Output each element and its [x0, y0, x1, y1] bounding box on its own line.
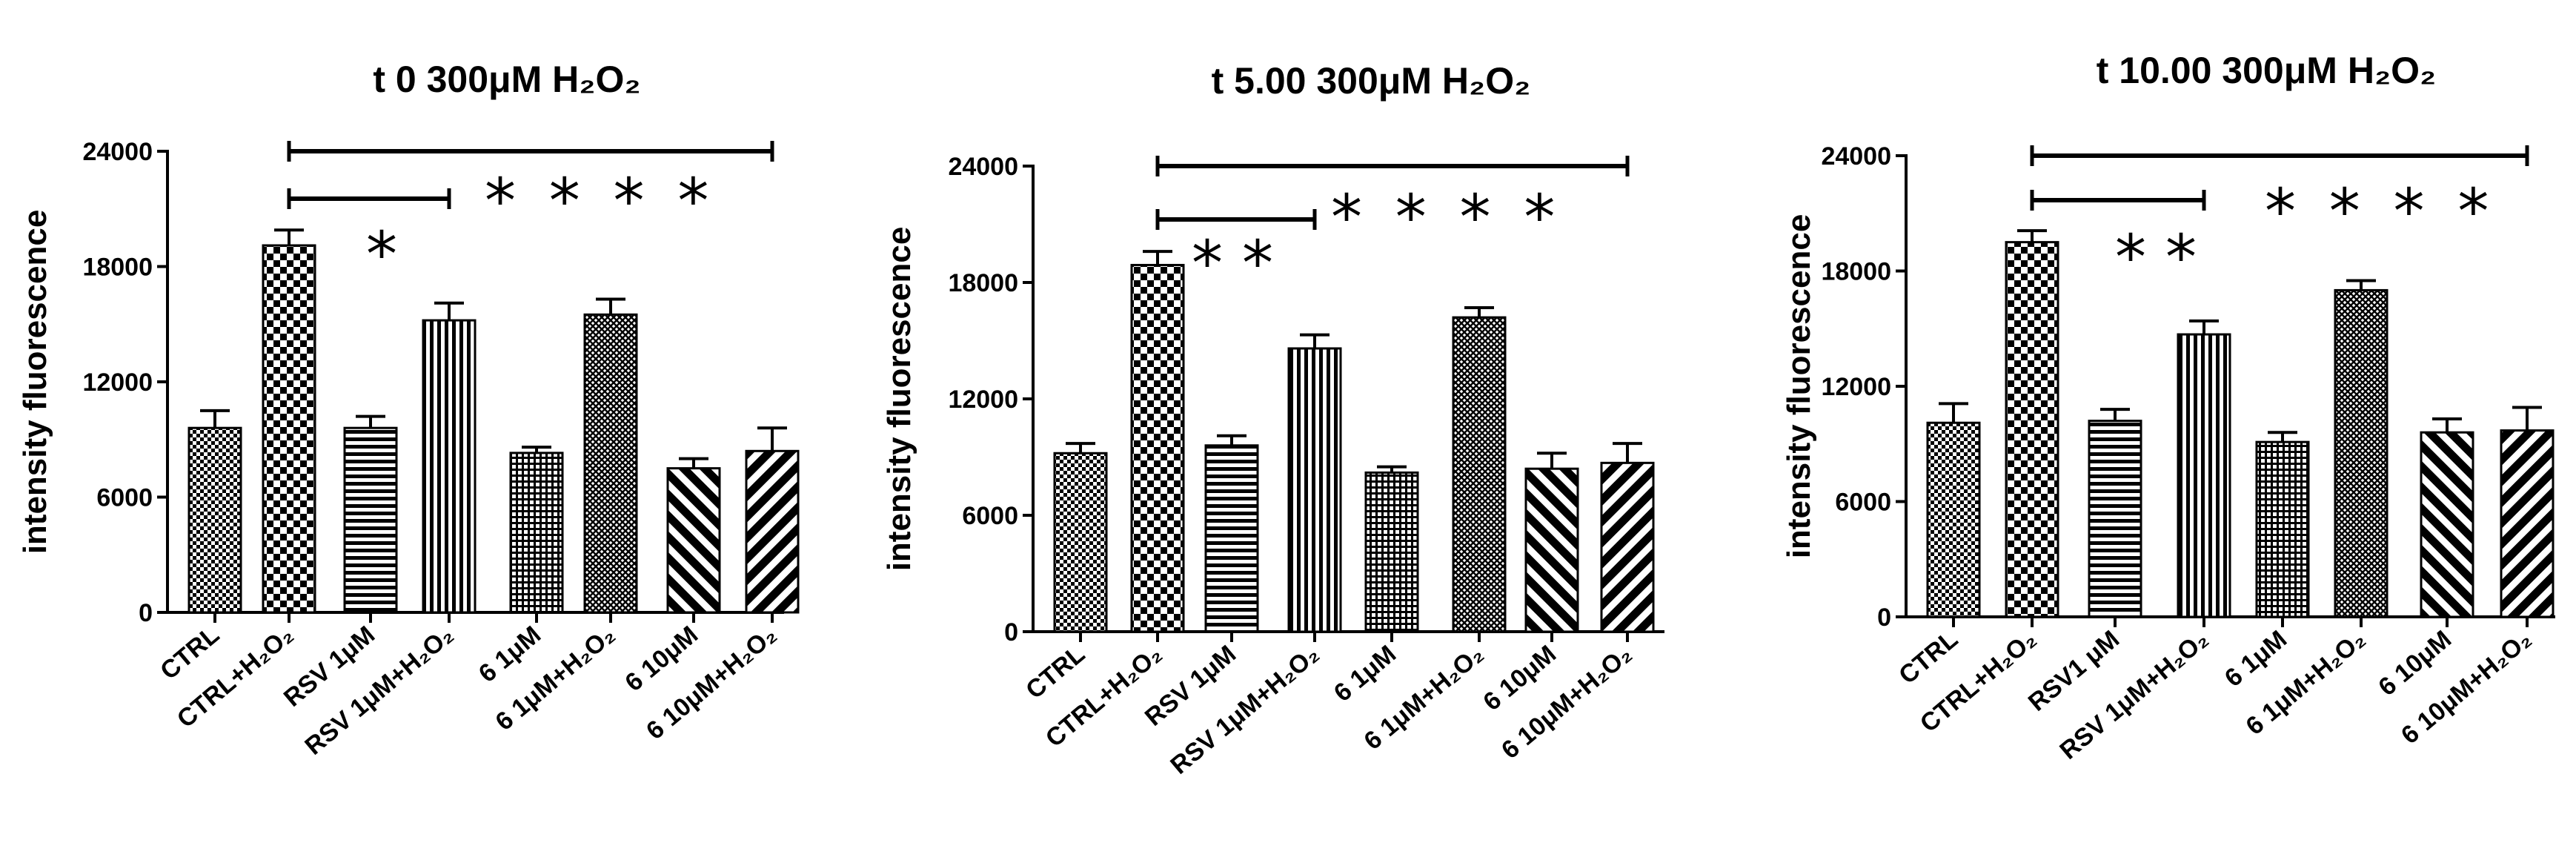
- bar: [343, 426, 398, 614]
- significance-label: * * * *: [2265, 175, 2499, 248]
- chart-title: t 5.00 300μM H₂O₂: [1212, 60, 1531, 102]
- y-tick-label: 0: [1877, 604, 1891, 632]
- y-axis-label: intensity fluorescence: [17, 210, 53, 555]
- x-tick-label: 6 10μM+H₂O₂: [1496, 640, 1637, 764]
- y-tick-label: 12000: [1821, 373, 1891, 401]
- bar: [1524, 467, 1579, 633]
- bar: [187, 426, 242, 614]
- y-tick-label: 6000: [1835, 489, 1891, 517]
- bar: [2420, 431, 2474, 618]
- bar: [1452, 316, 1507, 633]
- bar: [509, 452, 564, 614]
- y-tick-label: 6000: [962, 502, 1018, 530]
- significance-label: *: [366, 218, 416, 291]
- bar: [1600, 461, 1655, 633]
- y-tick-label: 12000: [82, 368, 153, 397]
- y-tick-label: 18000: [1821, 258, 1891, 286]
- bar: [2255, 440, 2310, 618]
- y-tick-label: 0: [139, 599, 153, 627]
- significance-label: * * * *: [485, 165, 719, 237]
- x-tick-label: CTRL: [1893, 625, 1963, 690]
- significance-label: **: [2115, 221, 2216, 294]
- chart-panel-2: t 5.00 300μM H₂O₂ intensity fluorescence 0…: [881, 60, 1664, 780]
- bar: [583, 313, 638, 614]
- bar: [666, 467, 721, 614]
- bar: [2005, 241, 2059, 618]
- bar: [745, 449, 800, 614]
- significance-label: **: [1192, 227, 1292, 300]
- bar: [1053, 452, 1108, 633]
- significance-label: * * * *: [1331, 181, 1565, 254]
- y-tick-label: 24000: [948, 153, 1018, 181]
- x-tick-label: RSV 1μM+H₂O₂: [1165, 640, 1324, 780]
- x-tick-label: RSV 1μM+H₂O₂: [2054, 625, 2214, 765]
- y-tick-label: 6000: [96, 484, 153, 512]
- x-tick-label: 6 1μM: [1329, 640, 1401, 707]
- bar: [1287, 347, 1342, 633]
- bar: [2088, 420, 2142, 618]
- bar: [262, 244, 316, 614]
- chart-panel-1: t 0 300μM H₂O₂ intensity fluorescence 0 600…: [17, 59, 800, 761]
- y-tick-label: 24000: [82, 138, 153, 166]
- y-tick-label: 18000: [948, 269, 1018, 297]
- bar: [2177, 333, 2231, 618]
- y-axis-label: intensity fluorescence: [881, 227, 917, 572]
- bar: [422, 319, 477, 614]
- bar: [2500, 429, 2555, 618]
- y-axis-label: intensity fluorescence: [1781, 214, 1817, 559]
- y-tick-label: 18000: [82, 254, 153, 282]
- bar: [1130, 263, 1185, 633]
- bar: [1364, 471, 1419, 633]
- chart-panel-3: t 10.00 300μM H₂O₂ intensity fluorescence…: [1781, 50, 2555, 765]
- chart-title: t 0 300μM H₂O₂: [373, 59, 640, 100]
- bar: [1204, 444, 1259, 633]
- y-tick-label: 0: [1004, 618, 1018, 647]
- bar: [1926, 421, 1981, 618]
- x-tick-label: CTRL: [1020, 640, 1090, 704]
- y-tick-label: 12000: [948, 386, 1018, 414]
- chart-title: t 10.00 300μM H₂O₂: [2097, 50, 2437, 91]
- bar: [2334, 288, 2389, 618]
- y-tick-label: 24000: [1821, 142, 1891, 171]
- x-tick-label: 6 1μM: [2220, 625, 2292, 692]
